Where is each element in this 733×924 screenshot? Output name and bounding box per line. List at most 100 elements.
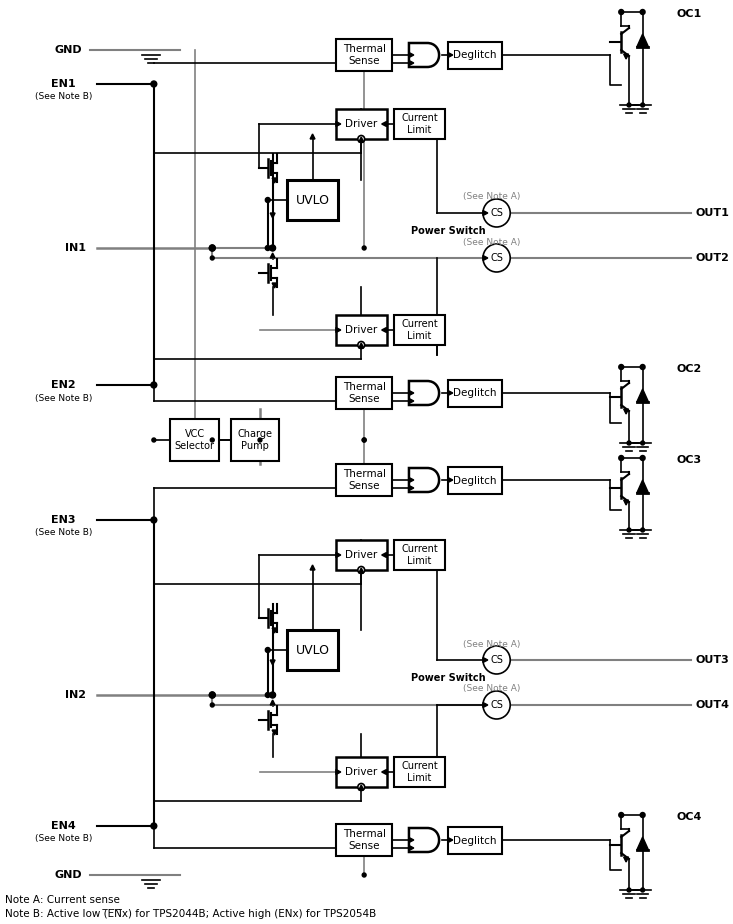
Circle shape — [151, 517, 157, 523]
Circle shape — [265, 246, 270, 250]
Bar — [336, 109, 386, 139]
Circle shape — [627, 103, 631, 107]
Circle shape — [151, 382, 157, 388]
Circle shape — [358, 342, 364, 348]
Bar — [287, 180, 338, 220]
Text: Current
Limit: Current Limit — [401, 114, 438, 135]
Text: OC1: OC1 — [677, 9, 702, 19]
Text: (See Note A): (See Note A) — [463, 685, 520, 694]
Text: Thermal
Sense: Thermal Sense — [342, 469, 386, 491]
Polygon shape — [448, 478, 453, 482]
Circle shape — [270, 245, 276, 251]
Polygon shape — [272, 730, 277, 735]
Circle shape — [362, 438, 366, 442]
Circle shape — [362, 246, 366, 250]
Circle shape — [358, 136, 364, 142]
Polygon shape — [272, 283, 277, 288]
Bar — [336, 757, 386, 787]
Text: (See Note B): (See Note B) — [34, 529, 92, 538]
Text: UVLO: UVLO — [295, 193, 330, 206]
Text: Note A: Current sense: Note A: Current sense — [5, 895, 119, 905]
Text: Current
Limit: Current Limit — [401, 544, 438, 565]
Polygon shape — [270, 213, 275, 218]
Text: VCC
Selector: VCC Selector — [174, 430, 215, 451]
Polygon shape — [624, 857, 628, 862]
Circle shape — [210, 692, 216, 698]
Text: (See Note B): (See Note B) — [34, 834, 92, 844]
Circle shape — [619, 456, 624, 460]
Bar — [336, 315, 386, 345]
Polygon shape — [483, 256, 488, 261]
Circle shape — [627, 441, 631, 445]
Circle shape — [265, 692, 270, 698]
Text: Thermal
Sense: Thermal Sense — [342, 383, 386, 404]
Polygon shape — [336, 121, 341, 127]
Bar — [336, 824, 392, 856]
Polygon shape — [310, 134, 315, 139]
Bar — [336, 39, 392, 71]
Text: Deglitch: Deglitch — [454, 476, 497, 485]
Polygon shape — [409, 837, 414, 843]
Polygon shape — [637, 34, 649, 47]
Bar — [231, 419, 279, 461]
Circle shape — [483, 199, 510, 227]
Text: EN2: EN2 — [51, 380, 75, 390]
Circle shape — [270, 246, 275, 250]
Circle shape — [641, 103, 644, 107]
Polygon shape — [483, 658, 488, 663]
Polygon shape — [637, 389, 649, 402]
Polygon shape — [448, 837, 453, 843]
Bar — [336, 540, 386, 570]
Polygon shape — [382, 553, 386, 557]
Circle shape — [210, 438, 214, 442]
Polygon shape — [382, 770, 386, 774]
Circle shape — [640, 812, 645, 818]
Text: (See Note A): (See Note A) — [463, 192, 520, 201]
Polygon shape — [409, 53, 414, 57]
Polygon shape — [409, 398, 414, 404]
Text: UVLO: UVLO — [295, 643, 330, 656]
Circle shape — [640, 364, 645, 370]
Text: Current
Limit: Current Limit — [401, 761, 438, 783]
Text: Power Switch: Power Switch — [410, 673, 485, 683]
Text: EN4: EN4 — [51, 821, 75, 831]
Text: GND: GND — [54, 45, 82, 55]
Polygon shape — [359, 785, 364, 790]
Circle shape — [270, 692, 276, 698]
Circle shape — [151, 81, 157, 87]
Text: CS: CS — [490, 253, 503, 263]
Polygon shape — [336, 553, 341, 557]
Text: OUT3: OUT3 — [695, 655, 729, 665]
Text: (See Note B): (See Note B) — [34, 92, 92, 102]
Circle shape — [640, 456, 645, 460]
Polygon shape — [359, 137, 364, 142]
Bar — [336, 377, 392, 409]
Bar — [394, 315, 445, 345]
Text: OC3: OC3 — [677, 455, 702, 465]
Circle shape — [641, 528, 644, 532]
Circle shape — [258, 438, 262, 442]
Bar — [336, 464, 392, 496]
Circle shape — [619, 9, 624, 15]
Polygon shape — [272, 628, 277, 633]
Circle shape — [151, 823, 157, 829]
Polygon shape — [270, 700, 275, 705]
Circle shape — [483, 691, 510, 719]
Circle shape — [210, 703, 214, 707]
Polygon shape — [637, 837, 649, 850]
Polygon shape — [483, 211, 488, 215]
Text: Deglitch: Deglitch — [454, 51, 497, 60]
Text: (See Note A): (See Note A) — [463, 237, 520, 247]
Text: CS: CS — [490, 655, 503, 665]
Circle shape — [483, 646, 510, 674]
Text: OC4: OC4 — [677, 812, 702, 822]
Polygon shape — [270, 253, 275, 258]
Circle shape — [362, 873, 366, 877]
Polygon shape — [336, 327, 341, 333]
Bar — [448, 467, 502, 494]
Circle shape — [210, 245, 216, 251]
PathPatch shape — [409, 381, 439, 405]
Text: Driver: Driver — [345, 550, 377, 560]
Circle shape — [210, 692, 216, 698]
Text: OUT4: OUT4 — [695, 700, 729, 710]
